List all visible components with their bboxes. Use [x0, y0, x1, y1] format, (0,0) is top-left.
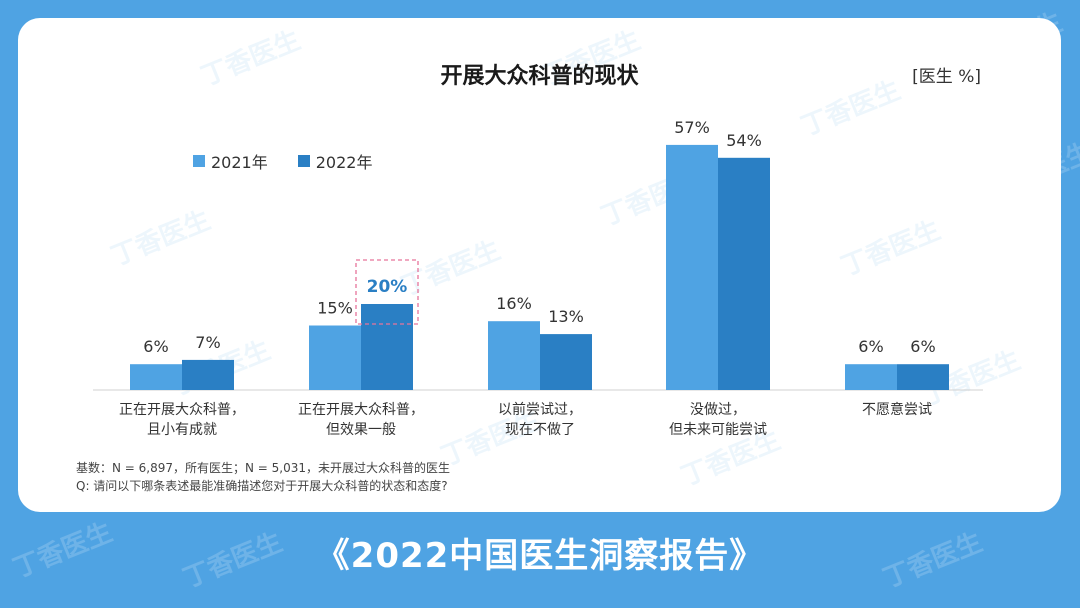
bar-2022年-0 — [182, 359, 234, 390]
data-label-2021年-2: 16% — [496, 294, 532, 313]
category-label-0-1: 且小有成就 — [147, 422, 217, 438]
bar-2022年-2 — [540, 334, 592, 390]
bar-2021年-4 — [845, 364, 897, 390]
category-label-2-1: 现在不做了 — [505, 422, 575, 438]
bar-2022年-1 — [361, 304, 413, 390]
data-label-2022年-3: 54% — [726, 131, 762, 150]
report-title: 《2022中国医生洞察报告》 — [315, 536, 765, 576]
legend-swatch-2022 — [297, 155, 310, 167]
category-label-3-1: 但未来可能尝试 — [669, 422, 767, 438]
chart-card: 丁香医生 丁香医生 丁香医生 丁香医生 丁香医生 丁香医生 丁香医生 丁香医生 丁香医生 丁香医生… — [18, 18, 1061, 512]
data-label-2021年-4: 6% — [858, 337, 883, 356]
bar-2021年-3 — [666, 144, 718, 390]
legend-item-2022: 2022年 — [297, 149, 373, 173]
chart-title: 开展大众科普的现状 — [440, 64, 639, 89]
category-label-1-1: 但效果一般 — [326, 422, 396, 438]
highlight-box — [355, 259, 419, 325]
data-label-2021年-3: 57% — [674, 118, 710, 137]
data-label-2021年-1: 15% — [317, 299, 353, 318]
bar-2021年-2 — [488, 321, 540, 390]
category-label-4-0: 不愿意尝试 — [862, 401, 932, 418]
bar-2021年-0 — [130, 364, 182, 390]
data-label-2021年-0: 6% — [143, 337, 168, 356]
unit-label: [医生 %] — [912, 67, 981, 87]
legend-swatch-2021 — [193, 155, 205, 167]
data-label-2022年-4: 6% — [910, 337, 935, 356]
category-label-3-0: 没做过， — [690, 402, 746, 418]
category-label-0-0: 正在开展大众科普， — [119, 402, 245, 418]
footnote-question: Q: 请问以下哪条表述最能准确描述您对于开展大众科普的状态和态度? — [76, 479, 448, 493]
bar-2022年-4 — [897, 364, 949, 390]
legend-label-2022: 2022年 — [315, 153, 373, 172]
data-label-2022年-2: 13% — [548, 307, 584, 326]
bar-2022年-3 — [718, 157, 770, 390]
data-label-2022年-1: 20% — [367, 277, 408, 297]
bar-chart: 6% 7% 正在开展大众科普， 且小有成就 15% 20% 正在开展大众科普， 但效果一般 16… — [93, 118, 983, 438]
data-label-2022年-0: 7% — [195, 333, 220, 352]
legend: 2021年 2022年 — [193, 149, 372, 173]
footnote-base: 基数：N = 6,897，所有医生；N = 5,031，未开展过大众科普的医生 — [76, 461, 451, 475]
legend-item-2021: 2021年 — [193, 149, 268, 173]
category-label-2-0: 以前尝试过， — [498, 401, 582, 418]
category-label-1-0: 正在开展大众科普， — [298, 402, 424, 418]
legend-label-2021: 2021年 — [211, 153, 268, 172]
bar-2021年-1 — [309, 325, 361, 390]
